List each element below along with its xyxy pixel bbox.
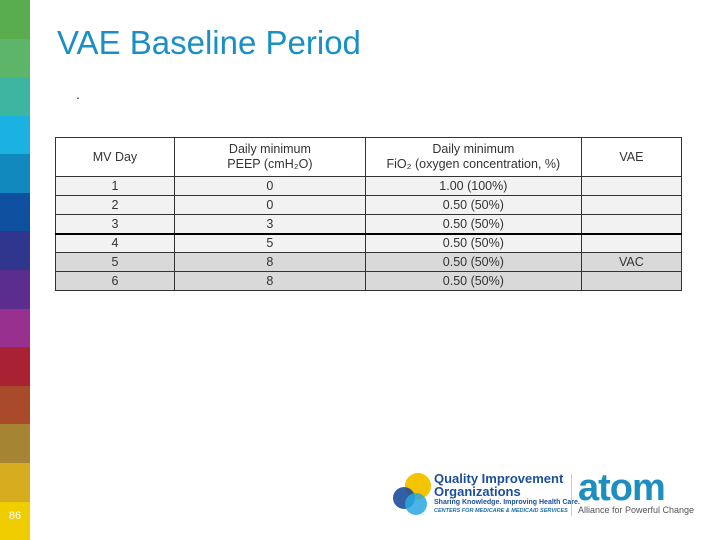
table-cell: 5 (173, 232, 366, 253)
table-cell: 4 (55, 232, 175, 253)
color-stripe (0, 38, 30, 78)
atom-logo: atom (578, 467, 666, 509)
table-cell: 0.50 (50%) (364, 271, 582, 291)
page-number: 86 (8, 510, 22, 522)
header-line: VAE (619, 149, 644, 164)
qio-name-2: Organizations (434, 484, 521, 499)
table-row: 3 3 0.50 (50%) (55, 214, 683, 234)
column-header: Daily minimum FiO₂ (oxygen concentration,… (364, 137, 582, 177)
color-stripe (0, 0, 30, 39)
table-cell (580, 195, 683, 215)
color-stripe (0, 424, 30, 463)
table-row: 4 5 0.50 (50%) (55, 232, 683, 253)
color-stripe (0, 385, 30, 425)
divider (571, 474, 572, 516)
table-cell: 0.50 (50%) (364, 252, 582, 272)
table-cell (580, 271, 683, 291)
slide-title: VAE Baseline Period (57, 24, 361, 61)
color-stripe (0, 231, 30, 271)
table-row: 1 0 1.00 (100%) (55, 176, 683, 196)
qio-tagline: Sharing Knowledge. Improving Health Care… (434, 499, 580, 506)
table-cell (580, 176, 683, 196)
color-stripe (0, 115, 30, 155)
color-stripe (0, 154, 30, 193)
qio-name-1: Quality Improvement (434, 471, 564, 486)
header-line: Daily minimum (228, 142, 311, 156)
color-stripe (0, 308, 30, 348)
table-cell: 8 (173, 271, 366, 291)
header-line: PEEP (cmH₂O) (227, 157, 313, 171)
color-stripe (0, 501, 30, 540)
column-header: VAE (580, 137, 683, 177)
vae-table: MV Day Daily minimum PEEP (cmH₂O) Daily min… (55, 137, 683, 291)
table-cell: 0.50 (50%) (364, 214, 582, 234)
table-cell: 6 (55, 271, 175, 291)
table-cell: 3 (55, 214, 175, 234)
atom-tagline: Alliance for Powerful Change (578, 505, 695, 515)
table-cell: 0.50 (50%) (364, 232, 582, 253)
table-cell: 3 (173, 214, 366, 234)
qio-logo-icon (393, 473, 431, 515)
table-cell: 0 (173, 176, 366, 196)
table-row: 2 0 0.50 (50%) (55, 195, 683, 215)
table-row: 6 8 0.50 (50%) (55, 271, 683, 291)
table-cell: 8 (173, 252, 366, 272)
color-stripe (0, 77, 30, 116)
column-header: Daily minimum PEEP (cmH₂O) (173, 137, 366, 177)
table-cell (580, 214, 683, 234)
color-stripe-sidebar (0, 0, 30, 540)
table-cell: 2 (55, 195, 175, 215)
bullet-text: . (76, 86, 80, 102)
color-stripe (0, 347, 30, 386)
table-cell: 0 (173, 195, 366, 215)
header-line: MV Day (92, 149, 138, 164)
table-cell: VAC (580, 252, 683, 272)
color-stripe (0, 270, 30, 309)
qio-cms: CENTERS FOR MEDICARE & MEDICAID SERVICES (434, 508, 568, 514)
table-cell: 1.00 (100%) (364, 176, 582, 196)
header-line: FiO₂ (oxygen concentration, %) (386, 157, 561, 171)
table-cell: 5 (55, 252, 175, 272)
table-cell (580, 232, 683, 253)
table-cell: 1 (55, 176, 175, 196)
color-stripe (0, 192, 30, 232)
table-row: 5 8 0.50 (50%) VAC (55, 252, 683, 272)
column-header: MV Day (55, 137, 175, 177)
color-stripe (0, 462, 30, 502)
logos: Quality Improvement Organizations Sharin… (392, 467, 712, 520)
table-cell: 0.50 (50%) (364, 195, 582, 215)
header-line: Daily minimum (432, 142, 515, 156)
